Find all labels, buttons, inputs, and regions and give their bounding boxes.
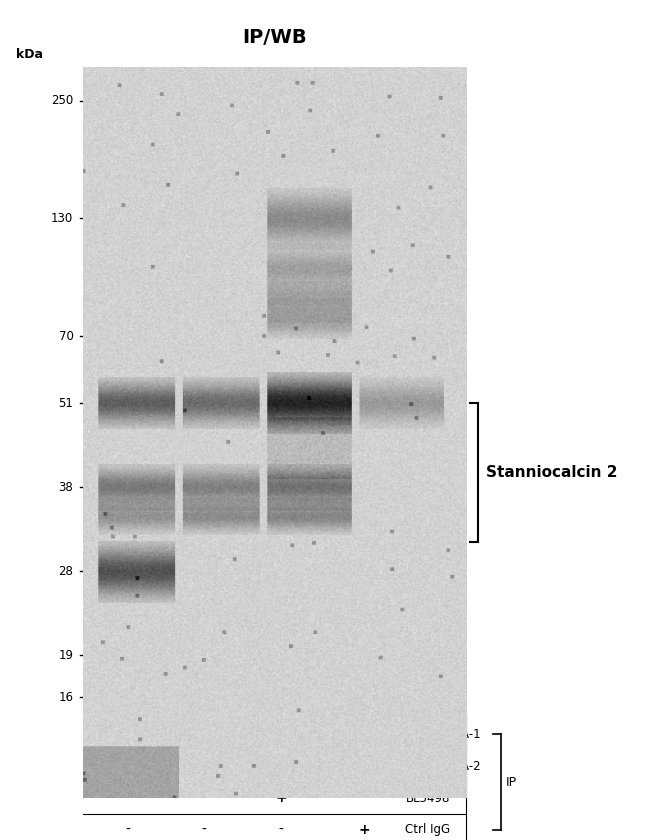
Text: -: -	[361, 759, 367, 773]
Text: -: -	[125, 759, 130, 773]
Text: A302-369A-1: A302-369A-1	[406, 727, 482, 741]
Text: +: +	[198, 759, 210, 773]
Text: -: -	[202, 791, 207, 805]
Text: 250: 250	[51, 94, 73, 108]
Text: Ctrl IgG: Ctrl IgG	[406, 823, 450, 837]
Text: 38: 38	[58, 480, 73, 494]
Text: -: -	[278, 759, 283, 773]
Text: +: +	[275, 791, 287, 805]
Text: Stanniocalcin 2: Stanniocalcin 2	[486, 465, 618, 480]
Text: +: +	[358, 823, 370, 837]
Text: -: -	[278, 727, 283, 741]
Text: -: -	[202, 823, 207, 837]
Text: IP: IP	[506, 775, 517, 789]
Text: A302-369A-2: A302-369A-2	[406, 759, 482, 773]
Text: IP/WB: IP/WB	[242, 29, 307, 47]
Text: 130: 130	[51, 212, 73, 225]
Text: -: -	[125, 823, 130, 837]
Text: +: +	[122, 727, 133, 741]
Text: -: -	[361, 727, 367, 741]
Text: 19: 19	[58, 648, 73, 662]
Text: BL5498: BL5498	[406, 791, 450, 805]
Text: -: -	[202, 727, 207, 741]
Text: 28: 28	[58, 564, 73, 578]
Text: kDa: kDa	[16, 48, 43, 61]
Text: 70: 70	[58, 329, 73, 343]
Text: -: -	[361, 791, 367, 805]
Text: 16: 16	[58, 690, 73, 704]
Text: -: -	[125, 791, 130, 805]
Text: 51: 51	[58, 396, 73, 410]
Text: -: -	[278, 823, 283, 837]
